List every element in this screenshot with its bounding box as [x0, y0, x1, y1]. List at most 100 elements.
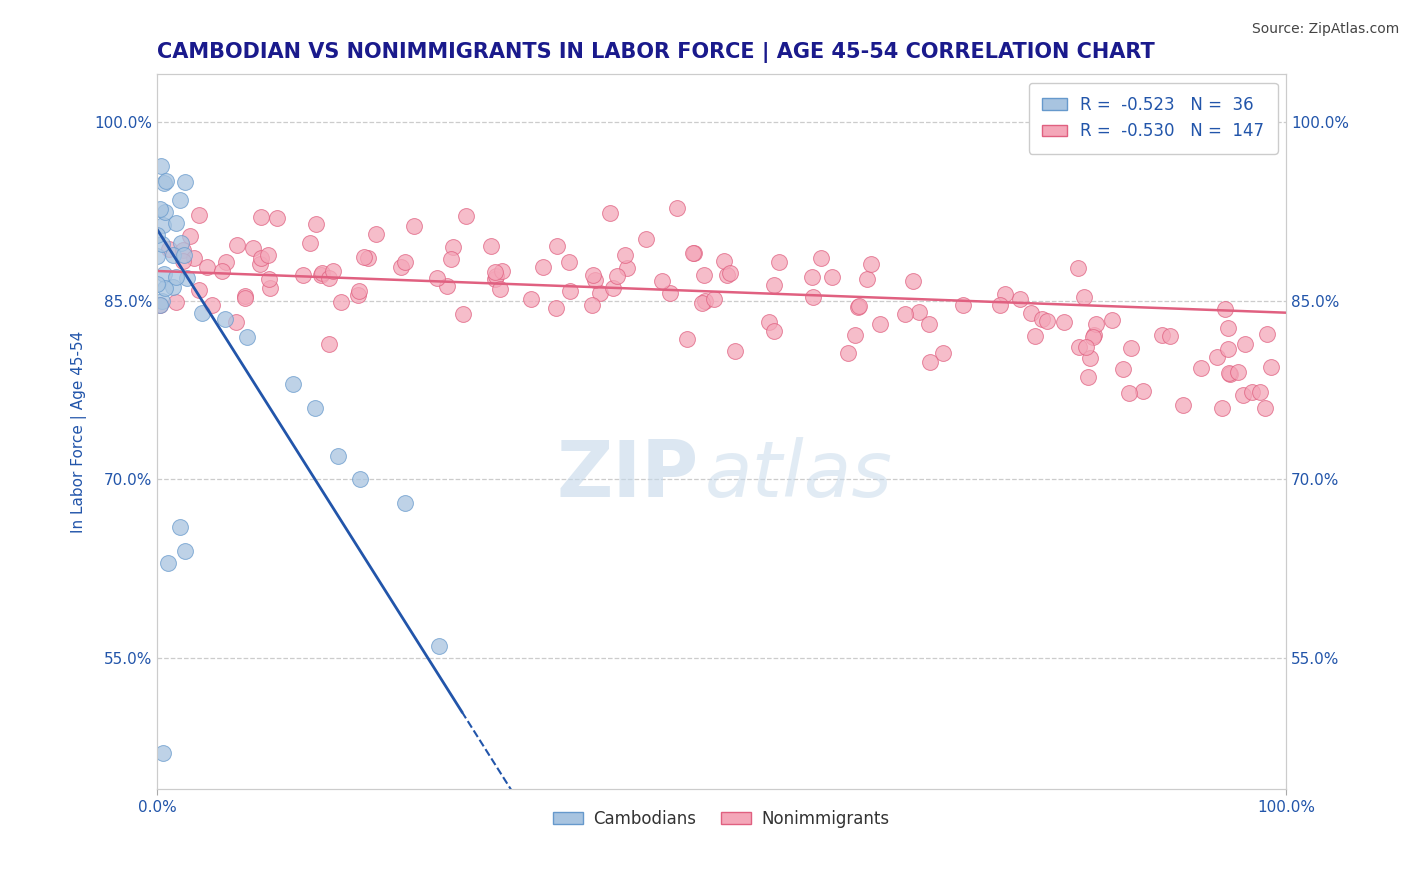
Point: [606, 269, 628, 284]
Point: [318, 271, 340, 285]
Point: [195, 260, 218, 274]
Point: [481, 239, 503, 253]
Y-axis label: In Labor Force | Age 45-54: In Labor Force | Age 45-54: [72, 331, 87, 533]
Point: [1241, 384, 1264, 399]
Point: [1219, 367, 1241, 381]
Point: [299, 236, 322, 251]
Point: [666, 201, 689, 215]
Point: [1254, 401, 1277, 415]
Point: [233, 292, 256, 306]
Point: [242, 241, 264, 255]
Point: [801, 291, 824, 305]
Point: [225, 315, 247, 329]
Point: [651, 274, 673, 288]
Point: [169, 193, 191, 207]
Legend: Cambodians, Nonimmigrants: Cambodians, Nonimmigrants: [547, 803, 896, 835]
Point: [581, 298, 603, 312]
Point: [1132, 384, 1154, 398]
Text: Source: ZipAtlas.com: Source: ZipAtlas.com: [1251, 22, 1399, 37]
Point: [211, 264, 233, 278]
Point: [918, 317, 941, 331]
Point: [763, 278, 786, 293]
Point: [856, 272, 879, 286]
Point: [1010, 292, 1032, 306]
Point: [1189, 361, 1212, 376]
Point: [1159, 329, 1181, 343]
Point: [758, 315, 780, 329]
Point: [1112, 362, 1135, 376]
Point: [907, 304, 929, 318]
Point: [187, 208, 209, 222]
Point: [349, 473, 371, 487]
Point: [266, 211, 288, 226]
Point: [389, 260, 412, 274]
Point: [165, 269, 187, 284]
Point: [304, 217, 326, 231]
Point: [162, 248, 184, 262]
Point: [188, 284, 211, 298]
Point: [249, 258, 271, 272]
Point: [1256, 326, 1278, 341]
Point: [152, 747, 174, 761]
Point: [349, 284, 371, 298]
Point: [716, 268, 738, 282]
Point: [1260, 359, 1282, 374]
Point: [326, 449, 349, 463]
Point: [157, 242, 180, 256]
Point: [404, 219, 426, 233]
Point: [713, 254, 735, 268]
Point: [394, 254, 416, 268]
Point: [153, 176, 176, 190]
Point: [257, 272, 280, 286]
Point: [894, 307, 917, 321]
Point: [837, 346, 859, 360]
Point: [366, 227, 388, 242]
Point: [616, 261, 638, 276]
Point: [436, 279, 458, 293]
Point: [485, 268, 508, 283]
Point: [1232, 388, 1254, 402]
Point: [1024, 329, 1046, 343]
Point: [225, 238, 247, 252]
Point: [233, 289, 256, 303]
Point: [920, 355, 942, 369]
Point: [311, 266, 333, 280]
Point: [174, 175, 197, 189]
Point: [1083, 327, 1105, 342]
Point: [149, 298, 172, 312]
Point: [489, 282, 512, 296]
Point: [860, 257, 883, 271]
Point: [599, 206, 621, 220]
Point: [602, 281, 624, 295]
Point: [165, 216, 187, 230]
Point: [322, 264, 344, 278]
Point: [153, 267, 176, 281]
Point: [215, 255, 238, 269]
Point: [454, 209, 477, 223]
Point: [153, 205, 176, 219]
Point: [848, 299, 870, 313]
Point: [146, 249, 169, 263]
Point: [1036, 314, 1059, 328]
Point: [1216, 342, 1239, 356]
Point: [821, 269, 844, 284]
Point: [1249, 384, 1271, 399]
Point: [1081, 329, 1104, 343]
Point: [311, 268, 333, 282]
Point: [763, 324, 786, 338]
Point: [439, 252, 461, 267]
Point: [1031, 311, 1053, 326]
Point: [1226, 365, 1249, 379]
Point: [149, 298, 172, 312]
Point: [1085, 318, 1108, 332]
Point: [952, 298, 974, 312]
Point: [557, 255, 579, 269]
Point: [1118, 386, 1140, 401]
Point: [170, 235, 193, 250]
Point: [1121, 342, 1143, 356]
Point: [150, 160, 173, 174]
Point: [546, 239, 568, 253]
Point: [1218, 366, 1240, 380]
Point: [1150, 328, 1173, 343]
Point: [149, 202, 172, 216]
